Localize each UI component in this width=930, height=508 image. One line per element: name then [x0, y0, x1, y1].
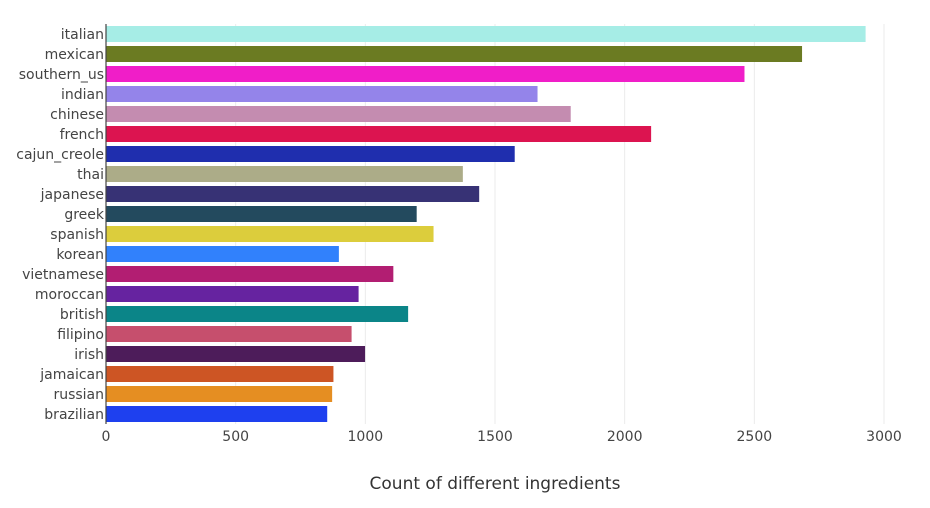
y-tick-label-spanish: spanish — [50, 227, 104, 243]
x-axis-title: Count of different ingredients — [370, 474, 621, 494]
bar-brazilian — [106, 406, 328, 422]
y-tick-label-southern_us: southern_us — [19, 67, 104, 83]
x-tick-label-0: 0 — [102, 429, 111, 445]
y-tick-label-greek: greek — [64, 207, 105, 223]
y-tick-label-italian: italian — [61, 27, 104, 43]
y-tick-label-jamaican: jamaican — [39, 367, 104, 383]
x-tick-labels: 0 500 1000 1500 2000 2500 3000 — [102, 429, 902, 445]
bar-irish — [106, 346, 366, 362]
y-tick-label-russian: russian — [53, 387, 104, 403]
y-tick-label-vietnamese: vietnamese — [22, 267, 104, 283]
y-tick-label-japanese: japanese — [40, 187, 104, 203]
y-tick-label-chinese: chinese — [50, 107, 104, 123]
bar-japanese — [106, 186, 480, 202]
bar-spanish — [106, 226, 434, 242]
bar-vietnamese — [106, 266, 394, 282]
bar-southern_us — [106, 66, 745, 82]
bar-italian — [106, 26, 866, 42]
y-tick-label-filipino: filipino — [57, 327, 104, 343]
x-tick-label-3000: 3000 — [866, 429, 902, 445]
x-tick-label-2000: 2000 — [607, 429, 643, 445]
x-tick-label-2500: 2500 — [737, 429, 773, 445]
bar-greek — [106, 206, 417, 222]
x-tick-label-1000: 1000 — [348, 429, 384, 445]
bar-cajun_creole — [106, 146, 515, 162]
y-tick-label-british: british — [60, 307, 104, 323]
bar-mexican — [106, 46, 803, 62]
y-tick-label-cajun_creole: cajun_creole — [16, 147, 104, 163]
bar-filipino — [106, 326, 352, 342]
bars — [106, 26, 866, 422]
y-tick-label-mexican: mexican — [45, 47, 104, 63]
bar-russian — [106, 386, 333, 402]
y-tick-label-korean: korean — [56, 247, 104, 263]
x-tick-label-1500: 1500 — [477, 429, 513, 445]
bar-british — [106, 306, 409, 322]
bar-indian — [106, 86, 538, 102]
y-tick-label-moroccan: moroccan — [35, 287, 104, 303]
bar-french — [106, 126, 652, 142]
y-tick-label-irish: irish — [74, 347, 104, 363]
bar-thai — [106, 166, 463, 182]
y-tick-label-brazilian: brazilian — [44, 407, 104, 423]
gridlines — [235, 24, 885, 424]
bar-moroccan — [106, 286, 359, 302]
y-tick-label-thai: thai — [77, 167, 104, 183]
y-tick-label-french: french — [60, 127, 104, 143]
bar-korean — [106, 246, 339, 262]
bar-jamaican — [106, 366, 334, 382]
x-tick-label-500: 500 — [222, 429, 249, 445]
bar-chinese — [106, 106, 571, 122]
y-tick-label-indian: indian — [61, 87, 104, 103]
